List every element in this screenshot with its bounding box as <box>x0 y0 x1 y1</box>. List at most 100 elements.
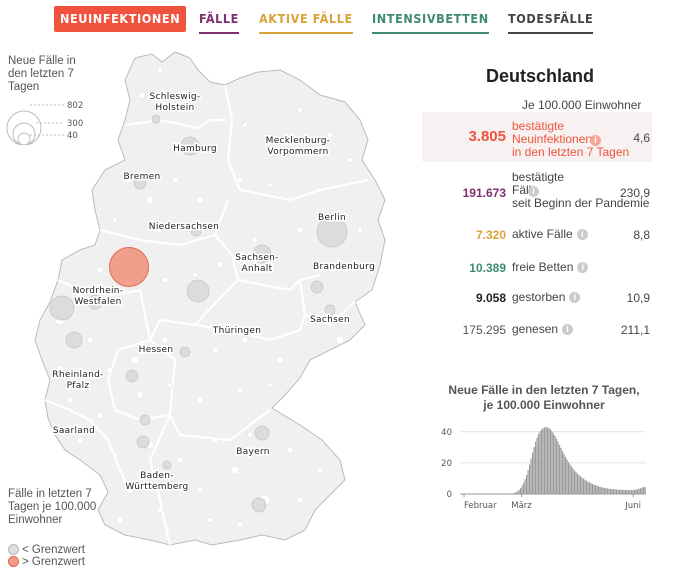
chart-bar <box>529 464 531 494</box>
chart-bar <box>619 489 621 494</box>
info-icon[interactable]: i <box>562 324 574 336</box>
chart-bar <box>556 438 558 494</box>
chart-bar <box>622 489 624 494</box>
chart-bar <box>599 486 601 494</box>
chart-bar <box>542 428 544 494</box>
mini-chart: 0 20 40 Februar März Juni <box>441 427 646 511</box>
state-label: Thüringen <box>212 326 261 336</box>
chart-bar <box>604 487 606 494</box>
info-icon[interactable]: i <box>569 292 581 304</box>
state-label-line: Pfalz <box>67 381 90 391</box>
chart-bar <box>617 489 619 494</box>
chart-bar <box>518 489 520 494</box>
y-tick-label: 0 <box>447 490 452 500</box>
info-icon[interactable]: i <box>577 262 589 274</box>
chart-bar <box>626 489 628 494</box>
chart-bar <box>517 491 519 494</box>
chart-bar <box>611 489 613 494</box>
chart-bar <box>577 473 579 494</box>
chart-bar <box>575 472 577 494</box>
state-label: Nordrhein-Westfalen <box>73 286 124 307</box>
stat-label: genesen i <box>512 323 574 336</box>
chart-bar <box>571 466 573 494</box>
germany-map[interactable]: Schleswig-Holstein Hamburg Mecklenburg-V… <box>0 40 415 565</box>
size-legend-value: 802 <box>67 101 83 111</box>
legend-below-threshold: < Grenzwert <box>8 544 85 556</box>
stat-value: 10.389 <box>469 261 506 275</box>
chart-bar <box>523 482 525 494</box>
state-label: Saarland <box>53 426 95 436</box>
chart-bar <box>587 481 589 494</box>
chart-bar <box>610 488 612 494</box>
chart-bar <box>538 433 540 494</box>
state-label: Bayern <box>236 447 270 457</box>
tab-intensivbetten[interactable]: INTENSIVBETTEN <box>372 6 489 34</box>
chart-bar <box>535 441 537 494</box>
state-label-line: Anhalt <box>242 264 273 274</box>
chart-bar <box>584 479 586 494</box>
chart-bar <box>595 485 597 494</box>
chart-bar <box>637 489 639 494</box>
chart-bar <box>554 436 556 494</box>
state-label: Berlin <box>318 213 346 223</box>
info-icon[interactable]: i <box>590 135 601 146</box>
chart-bar <box>553 433 555 494</box>
x-tick-label: März <box>511 501 532 511</box>
chart-bar <box>580 476 582 494</box>
chart-bar <box>572 468 574 494</box>
info-icon[interactable]: i <box>576 229 588 241</box>
tab-neuinfektionen[interactable]: NEUINFEKTIONEN <box>54 6 187 32</box>
gray-dot-icon <box>8 544 19 556</box>
tab-faelle[interactable]: FÄLLE <box>199 6 239 34</box>
legend-above-threshold: > Grenzwert <box>8 556 85 568</box>
chart-bar <box>590 483 592 494</box>
tab-aktive-faelle[interactable]: AKTIVE FÄLLE <box>259 6 353 34</box>
chart-bar <box>583 478 585 494</box>
chart-bar <box>620 489 622 494</box>
stat-value: 9.058 <box>475 291 506 305</box>
size-legend-value: 40 <box>67 131 78 141</box>
per-capita-label: Je 100.000 Einwohner <box>522 98 642 112</box>
chart-bar <box>634 489 636 494</box>
stat-label: bestätigte Neuinfektionen in den letzten 7… <box>512 119 630 159</box>
chart-bar <box>601 487 603 494</box>
hotspot-marker[interactable] <box>109 247 149 287</box>
chart-bar <box>533 447 535 494</box>
chart-bar <box>514 492 516 494</box>
state-label: Brandenburg <box>313 262 375 272</box>
chart-bar <box>598 486 600 494</box>
state-label-line: Holstein <box>155 103 194 113</box>
stat-value: 175.295 <box>462 323 506 337</box>
chart-bar <box>550 429 552 494</box>
chart-bar <box>607 488 609 494</box>
state-label: Mecklenburg-Vorpommern <box>266 136 331 157</box>
chart-bar <box>635 489 637 494</box>
chart-bar <box>602 487 604 494</box>
state-labels: Schleswig-Holstein Hamburg Mecklenburg-V… <box>51 91 376 494</box>
mini-chart-title: Neue Fälle in den letzten 7 Tagen, je 100… <box>448 383 640 412</box>
stat-value: 191.673 <box>462 186 506 200</box>
chart-bar <box>628 490 630 494</box>
tab-todesfaelle[interactable]: TODESFÄLLE <box>508 6 594 34</box>
stat-value: 3.805 <box>468 128 506 145</box>
chart-bar <box>643 487 645 494</box>
chart-bar <box>605 488 607 494</box>
stat-label: freie Betten i <box>512 261 589 274</box>
chart-bar <box>562 451 564 494</box>
chart-bar <box>545 427 547 494</box>
stat-value: 7.320 <box>475 228 506 242</box>
chart-bar <box>541 429 543 494</box>
panel-title: Deutschland <box>485 66 595 86</box>
stat-label: aktive Fälle i <box>512 228 588 241</box>
chart-bar <box>527 469 529 494</box>
state-label: Rheinland-Pfalz <box>52 370 103 391</box>
state-label-line: Vorpommern <box>267 147 328 157</box>
chart-bar <box>563 454 565 494</box>
info-icon[interactable]: i <box>528 186 539 197</box>
chart-bar <box>589 482 591 494</box>
state-label: Niedersachsen <box>149 222 219 232</box>
size-legend-title: Neue Fälle in den letzten 7 Tagen <box>8 55 76 93</box>
chart-bar <box>560 448 562 494</box>
state-label: Bremen <box>123 172 160 182</box>
chart-bar <box>524 479 526 494</box>
